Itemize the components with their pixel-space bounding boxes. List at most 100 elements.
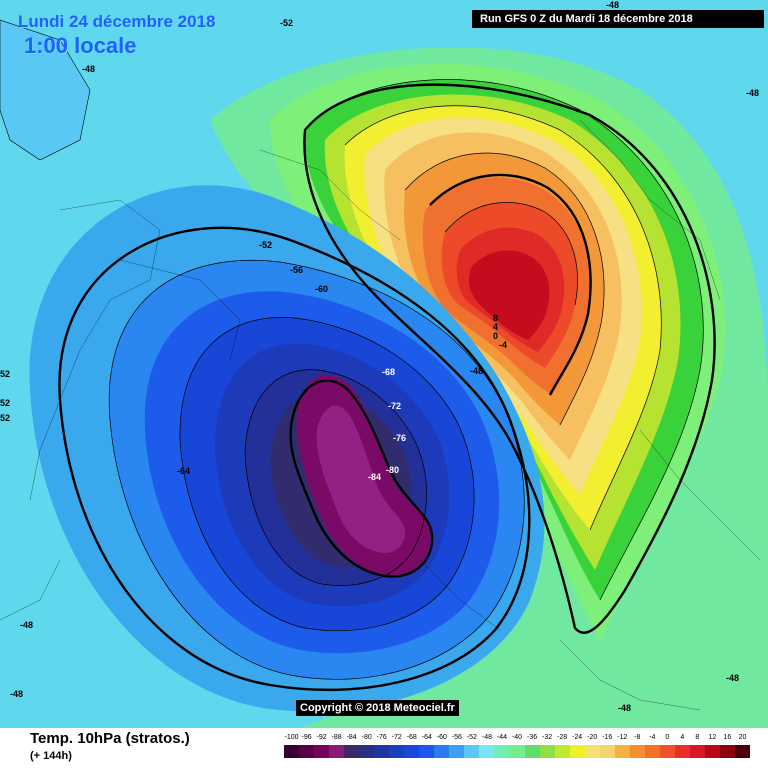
valid-date: Lundi 24 décembre 2018 bbox=[18, 12, 216, 31]
copyright-banner: Copyright © 2018 Meteociel.fr bbox=[296, 700, 459, 716]
scale-swatch bbox=[434, 745, 450, 758]
scale-tick-label: -44 bbox=[496, 734, 508, 741]
contour-label: -60 bbox=[315, 284, 329, 294]
run-info-banner: Run GFS 0 Z du Mardi 18 décembre 2018 bbox=[472, 10, 764, 28]
scale-swatch bbox=[359, 745, 375, 758]
scale-tick-label: -76 bbox=[376, 734, 387, 741]
scale-tick-label: -72 bbox=[391, 734, 402, 741]
contour-label: -48 bbox=[82, 64, 96, 74]
scale-swatch bbox=[659, 745, 675, 758]
contour-label: -48 bbox=[20, 620, 34, 630]
scale-swatch bbox=[344, 745, 360, 758]
scale-tick-label: -88 bbox=[331, 734, 342, 741]
scale-swatch bbox=[494, 745, 510, 758]
scale-tick-label: -68 bbox=[406, 734, 417, 741]
contour-label: -72 bbox=[388, 401, 402, 411]
scale-tick-label: -40 bbox=[511, 734, 523, 741]
scale-swatch bbox=[524, 745, 540, 758]
scale-tick-label: -92 bbox=[316, 734, 327, 741]
parameter-title: Temp. 10hPa (stratos.) bbox=[30, 730, 190, 747]
scale-swatch bbox=[704, 745, 720, 758]
scale-tick-label: -84 bbox=[346, 734, 357, 741]
scale-tick-label: -8 bbox=[634, 734, 641, 741]
scale-swatch bbox=[509, 745, 525, 758]
valid-time: 1:00 locale bbox=[24, 33, 137, 58]
scale-tick-label: 20 bbox=[738, 734, 747, 741]
coastlines bbox=[0, 119, 761, 711]
scale-swatch bbox=[404, 745, 420, 758]
contour-lines bbox=[108, 79, 704, 680]
scale-tick-label: -32 bbox=[542, 734, 553, 741]
scale-tick-label: -80 bbox=[361, 734, 372, 741]
contour-label: -76 bbox=[393, 433, 407, 443]
scale-tick-label: 12 bbox=[708, 734, 717, 741]
scale-swatch bbox=[284, 745, 300, 758]
warm-core bbox=[468, 250, 550, 340]
scale-swatch bbox=[389, 745, 405, 758]
scale-swatch bbox=[554, 745, 570, 758]
scale-swatch bbox=[299, 745, 315, 758]
contour-label: -48 bbox=[726, 673, 740, 683]
major-contours bbox=[58, 83, 716, 691]
contour-label: 8 bbox=[493, 313, 499, 323]
scale-tick-label: -16 bbox=[602, 734, 613, 741]
contour-label: 52 bbox=[0, 398, 11, 408]
scale-tick-label: -100 bbox=[284, 734, 299, 741]
contour-label: -48 bbox=[470, 366, 484, 376]
scale-swatch bbox=[689, 745, 705, 758]
scale-swatch bbox=[479, 745, 495, 758]
contour-label: 52 bbox=[0, 369, 11, 379]
scale-swatch bbox=[419, 745, 435, 758]
scale-tick-label: 0 bbox=[665, 734, 670, 741]
scale-swatch bbox=[539, 745, 555, 758]
scale-swatch bbox=[464, 745, 480, 758]
color-scale: -100 -96 -92 -88 -84 -80 -76 -72 -68 -64 -60 -56 -52… bbox=[284, 734, 750, 764]
scale-tick-label: -48 bbox=[481, 734, 492, 741]
stratospheric-temperature-map bbox=[0, 0, 768, 728]
scale-swatch bbox=[599, 745, 615, 758]
contour-label: -84 bbox=[368, 472, 382, 482]
contour-label: -4 bbox=[499, 340, 508, 350]
scale-tick-label: -4 bbox=[649, 734, 656, 741]
scale-tick-label: 16 bbox=[723, 734, 732, 741]
contour-label: 52 bbox=[0, 413, 11, 423]
contour-label: -48 bbox=[10, 689, 24, 699]
contour-label: -48 bbox=[606, 0, 620, 10]
scale-swatch bbox=[374, 745, 390, 758]
scale-swatch bbox=[614, 745, 630, 758]
contour-label: 0 bbox=[493, 331, 499, 341]
scale-tick-label: 8 bbox=[695, 734, 700, 741]
scale-tick-label: -60 bbox=[436, 734, 447, 741]
scale-tick-label: -64 bbox=[421, 734, 432, 741]
scale-tick-label: -56 bbox=[451, 734, 462, 741]
contour-label: -56 bbox=[290, 265, 304, 275]
scale-tick-label: -24 bbox=[572, 734, 583, 741]
legend-panel: Temp. 10hPa (stratos.) (+ 144h) -100 -96-… bbox=[0, 728, 768, 768]
forecast-hour: (+ 144h) bbox=[30, 750, 72, 762]
scale-tick-label: -28 bbox=[557, 734, 568, 741]
contour-label: -64 bbox=[177, 466, 191, 476]
scale-swatch bbox=[719, 745, 735, 758]
scale-swatch bbox=[449, 745, 465, 758]
contour-label: -68 bbox=[382, 367, 396, 377]
scale-swatch bbox=[734, 745, 750, 758]
scale-tick-label: -96 bbox=[301, 734, 312, 741]
scale-tick-label: -36 bbox=[526, 734, 538, 741]
contour-label: -48 bbox=[746, 88, 760, 98]
contour-label: -52 bbox=[259, 240, 273, 250]
scale-tick-label: -20 bbox=[587, 734, 598, 741]
scale-swatches bbox=[284, 745, 750, 758]
scale-swatch bbox=[569, 745, 585, 758]
contour-label: -48 bbox=[618, 703, 632, 713]
scale-swatch bbox=[584, 745, 600, 758]
landmass-greenland bbox=[0, 19, 91, 161]
scale-swatch bbox=[329, 745, 345, 758]
scale-tick-label: 4 bbox=[680, 734, 685, 741]
scale-swatch bbox=[674, 745, 690, 758]
scale-tick-label: -12 bbox=[617, 734, 628, 741]
scale-swatch bbox=[314, 745, 330, 758]
cold-core-inner bbox=[316, 405, 406, 554]
contour-label: 4 bbox=[493, 322, 499, 332]
contour-label: -80 bbox=[386, 465, 400, 475]
